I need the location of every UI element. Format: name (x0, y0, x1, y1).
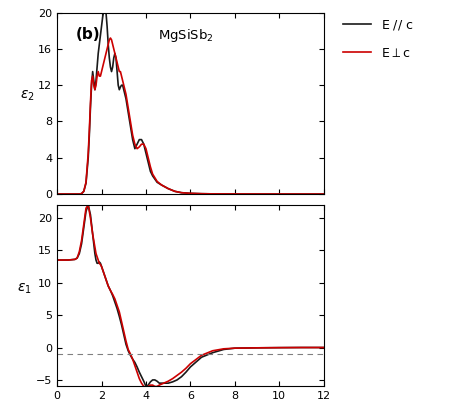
Legend: E $//$ c, E$\perp$c: E $//$ c, E$\perp$c (341, 15, 416, 62)
Y-axis label: $\varepsilon_2$: $\varepsilon_2$ (20, 89, 34, 103)
Text: MgSiSb$_2$: MgSiSb$_2$ (159, 27, 214, 44)
Y-axis label: $\varepsilon_1$: $\varepsilon_1$ (18, 281, 32, 296)
Text: (b): (b) (76, 27, 100, 42)
